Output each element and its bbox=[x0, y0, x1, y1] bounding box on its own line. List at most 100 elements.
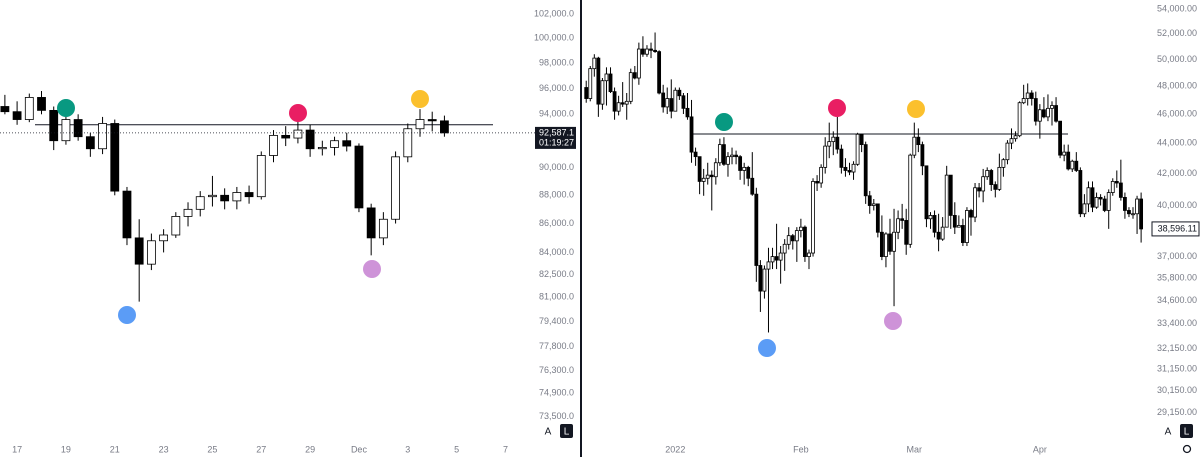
x-tick-label: 27 bbox=[256, 444, 266, 454]
log-button[interactable]: L bbox=[1184, 427, 1190, 438]
last-price-label: 38,596.11 bbox=[1158, 223, 1197, 233]
candle-body bbox=[960, 225, 965, 243]
candle-body bbox=[1029, 92, 1034, 99]
candle-body bbox=[1009, 138, 1014, 144]
candle-body bbox=[378, 218, 388, 239]
candle-body bbox=[256, 155, 266, 198]
candle-body bbox=[794, 230, 799, 242]
candle-body bbox=[738, 156, 743, 171]
candle-body bbox=[195, 196, 205, 210]
x-tick-label: Feb bbox=[793, 444, 809, 454]
auto-button[interactable]: A bbox=[545, 427, 552, 438]
last-price-box bbox=[1151, 221, 1200, 237]
y-tick-label: 33,400.00 bbox=[1157, 318, 1197, 328]
candle-body bbox=[620, 102, 625, 105]
y-tick-label: 50,000.00 bbox=[1157, 54, 1197, 64]
candle-body bbox=[803, 226, 807, 257]
candle-body bbox=[208, 194, 217, 198]
x-tick-label: 2022 bbox=[665, 444, 685, 454]
candle-body bbox=[713, 162, 718, 178]
candle-body bbox=[896, 218, 900, 233]
x-tick-label: Dec bbox=[351, 444, 368, 454]
candle-body bbox=[0, 106, 10, 113]
candle-body bbox=[616, 102, 621, 112]
y-tick-label: 54,000.00 bbox=[1157, 3, 1197, 13]
candle-body bbox=[73, 119, 83, 138]
candle-body bbox=[1025, 92, 1030, 99]
candle-body bbox=[159, 234, 169, 242]
candle-body bbox=[1114, 181, 1119, 184]
candle-body bbox=[916, 136, 921, 146]
candle-body bbox=[726, 156, 730, 165]
candle-body bbox=[665, 98, 670, 108]
candle-body bbox=[908, 154, 913, 245]
candle-body bbox=[843, 166, 848, 171]
candle-body bbox=[985, 170, 990, 178]
dot-teal bbox=[57, 99, 75, 117]
candle-body bbox=[12, 111, 22, 120]
candle-body bbox=[628, 72, 633, 102]
candle-body bbox=[1082, 203, 1087, 215]
candle-body bbox=[989, 170, 994, 185]
log-button[interactable]: L bbox=[564, 427, 570, 438]
dot-purple bbox=[884, 312, 902, 330]
log-button-bg[interactable] bbox=[1180, 424, 1193, 438]
y-tick-label: 82,500.0 bbox=[539, 269, 574, 279]
settings-icon[interactable] bbox=[1182, 444, 1192, 454]
candle-body bbox=[1058, 120, 1063, 156]
candle-body bbox=[1131, 213, 1135, 216]
y-tick-label: 52,000.00 bbox=[1157, 28, 1197, 38]
dot-red bbox=[289, 104, 307, 122]
candle-body bbox=[815, 181, 819, 184]
y-tick-label: 77,800.0 bbox=[539, 341, 574, 351]
candle-body bbox=[1135, 198, 1139, 215]
candle-body bbox=[85, 136, 95, 150]
candle-body bbox=[904, 220, 909, 245]
toolbar-right: A L bbox=[1165, 424, 1193, 454]
candle-body bbox=[624, 100, 629, 105]
log-button-bg[interactable] bbox=[560, 424, 573, 438]
candle-body bbox=[1102, 198, 1107, 211]
candle-body bbox=[596, 57, 601, 105]
candle-body bbox=[758, 265, 763, 292]
y-tick-label: 100,000.0 bbox=[534, 33, 574, 43]
auto-button[interactable]: A bbox=[1165, 427, 1172, 438]
candle-body bbox=[827, 141, 832, 147]
dot-yellow bbox=[411, 90, 429, 108]
candle-body bbox=[612, 91, 617, 112]
x-tick-label: 25 bbox=[207, 444, 217, 454]
y-tick-label: 29,150.00 bbox=[1157, 407, 1197, 417]
dot-blue bbox=[118, 306, 136, 324]
candle-body bbox=[61, 119, 71, 142]
candle-body bbox=[965, 210, 969, 243]
candle-body bbox=[661, 92, 666, 108]
candle-body bbox=[851, 163, 856, 173]
candle-body bbox=[1098, 196, 1103, 200]
candle-body bbox=[588, 68, 593, 99]
candle-body bbox=[697, 156, 702, 182]
candle-body bbox=[1005, 142, 1010, 161]
candle-body bbox=[641, 48, 645, 55]
y-tick-label: 84,000.0 bbox=[539, 247, 574, 257]
candle-body bbox=[1070, 160, 1075, 170]
candle-body bbox=[1050, 105, 1054, 109]
x-tick-label: 23 bbox=[159, 444, 169, 454]
y-tick-label: 76,300.0 bbox=[539, 365, 574, 375]
candle-body bbox=[689, 116, 694, 153]
candle-body bbox=[1074, 160, 1079, 171]
candle-body bbox=[49, 109, 59, 142]
candle-body bbox=[807, 252, 811, 257]
candle-body bbox=[867, 195, 872, 206]
last-price-box bbox=[535, 126, 576, 149]
candle-body bbox=[1021, 98, 1026, 104]
candle-body bbox=[1118, 182, 1123, 198]
candle-body bbox=[871, 203, 876, 206]
candle-body bbox=[636, 48, 641, 79]
candle-body bbox=[645, 48, 649, 55]
dot-teal bbox=[715, 113, 733, 131]
candle-body bbox=[1062, 151, 1067, 156]
candle-body bbox=[977, 187, 981, 192]
candle-body bbox=[134, 237, 144, 265]
candle-body bbox=[892, 231, 896, 252]
